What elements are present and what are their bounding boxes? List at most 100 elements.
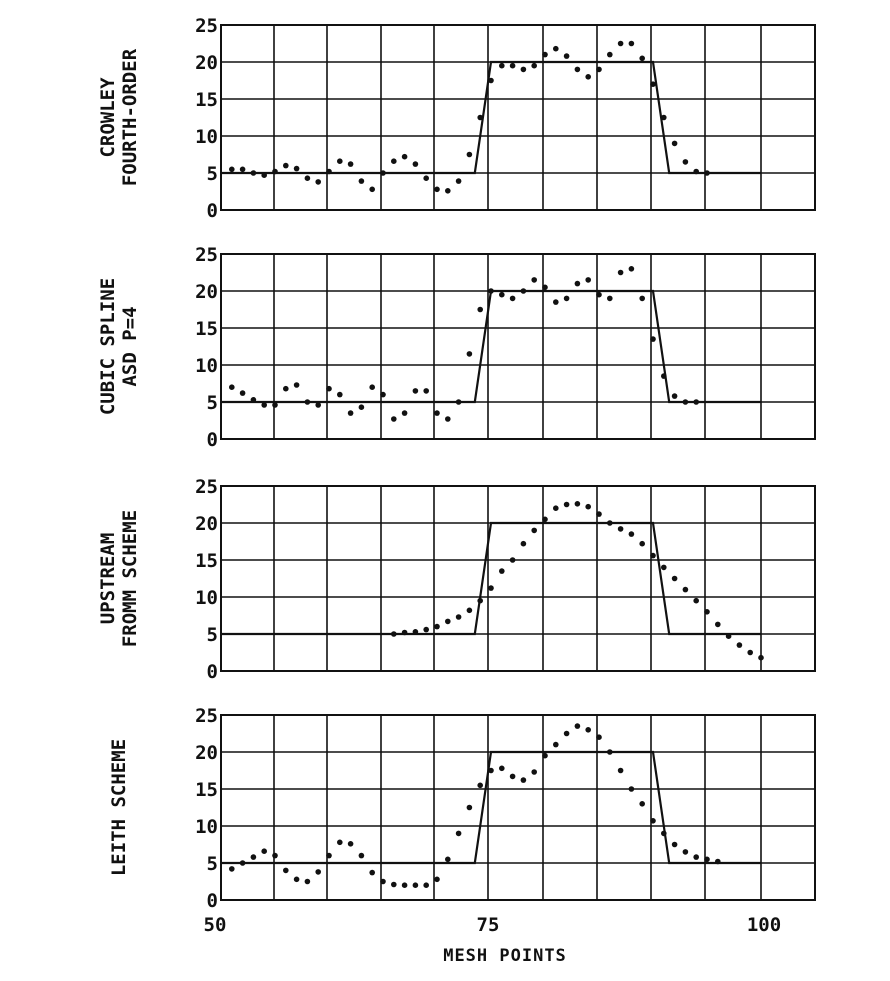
data-point (283, 867, 289, 874)
data-point (531, 277, 537, 283)
data-point (596, 734, 602, 740)
data-point (261, 172, 268, 178)
data-point (542, 516, 548, 523)
data-point (661, 114, 667, 121)
y-tick-label-10: 10 (195, 587, 218, 609)
y-tick-label-0: 0 (207, 200, 218, 222)
data-point (239, 166, 246, 173)
data-point (617, 40, 624, 47)
panel-label-line-1: ASD P=4 (119, 306, 141, 386)
data-point (661, 373, 667, 379)
panel-label: CROWLEYFOURTH-ORDER (97, 48, 141, 186)
data-point (671, 575, 678, 582)
data-point (466, 151, 473, 158)
data-point (283, 385, 289, 392)
data-point (542, 51, 548, 58)
exact-solution-line (221, 521, 761, 636)
panel-label-line-0: UPSTREAM (97, 533, 119, 625)
data-point (574, 723, 581, 729)
data-point (488, 288, 494, 294)
data-point (607, 749, 613, 755)
data-point (704, 609, 710, 615)
data-point (304, 399, 311, 405)
y-tick-label-10: 10 (195, 816, 218, 838)
data-point (531, 527, 537, 534)
y-tick-label-0: 0 (207, 661, 218, 683)
data-point (401, 410, 408, 416)
panel-label-line-0: CROWLEY (97, 77, 119, 158)
x-axis: 50 75 100 MESH POINTS (204, 914, 782, 966)
data-point (553, 45, 559, 52)
data-point (445, 856, 451, 863)
panel-label-line-1: FROMM SCHEME (119, 510, 141, 647)
panel-label: UPSTREAMFROMM SCHEME (97, 510, 141, 647)
data-point (380, 170, 386, 176)
data-point (369, 869, 376, 876)
data-point (531, 62, 537, 69)
data-point (455, 614, 462, 620)
data-point (736, 642, 743, 648)
data-point (412, 629, 419, 635)
data-point (693, 399, 699, 405)
data-point (391, 881, 397, 888)
data-point (628, 786, 635, 792)
data-point (682, 159, 689, 165)
data-point (229, 384, 235, 391)
data-point (704, 856, 710, 863)
y-tick-label-5: 5 (207, 392, 218, 414)
y-tick-label-10: 10 (195, 126, 218, 148)
data-point (391, 631, 397, 637)
data-point (358, 852, 365, 859)
data-point (347, 161, 354, 167)
data-point (661, 564, 667, 571)
data-point (293, 165, 300, 172)
data-point (250, 854, 257, 860)
data-point (477, 597, 484, 604)
data-point (542, 752, 548, 759)
x-tick-label-75: 75 (477, 914, 500, 936)
data-point (412, 388, 419, 394)
data-point (499, 568, 505, 574)
panel-label: CUBIC SPLINEASD P=4 (97, 278, 141, 415)
data-point (607, 295, 613, 302)
y-tick-label-25: 25 (195, 705, 218, 727)
panel-frame (220, 253, 816, 440)
data-point (704, 170, 710, 176)
y-tick-label-25: 25 (195, 476, 218, 498)
data-point (628, 531, 635, 537)
data-point (574, 66, 581, 73)
data-point (423, 388, 430, 394)
y-tick-label-15: 15 (195, 779, 218, 801)
data-point (369, 384, 376, 391)
data-point (758, 654, 764, 661)
data-point (337, 839, 343, 846)
panel-cubic-spline-asd-p-4: 0 5 10 15 20 25 CUBIC SPLINEASD P=4 (97, 244, 816, 451)
data-point (488, 585, 494, 591)
data-point (563, 295, 570, 302)
data-point (369, 186, 376, 193)
y-tick-label-15: 15 (195, 550, 218, 572)
panel-crowley-fourth-order: 0 5 10 15 20 25 CROWLEYFOURTH-ORDER (97, 15, 816, 222)
data-point (412, 882, 419, 888)
data-point (520, 777, 527, 783)
data-point (261, 848, 268, 854)
data-point (693, 168, 699, 175)
data-point (293, 382, 300, 388)
data-point (563, 501, 570, 508)
data-point (434, 876, 440, 883)
data-point (423, 882, 430, 888)
data-point (607, 51, 613, 58)
data-point (488, 767, 494, 774)
data-point (585, 74, 591, 80)
data-point (401, 629, 408, 636)
data-point (682, 849, 689, 855)
data-point (337, 158, 343, 164)
data-point (445, 188, 451, 194)
y-tick-label-5: 5 (207, 853, 218, 875)
data-point (531, 769, 537, 775)
data-point (239, 860, 246, 866)
data-point (315, 179, 322, 185)
data-point (553, 741, 559, 748)
data-point (229, 166, 235, 173)
data-point (682, 399, 689, 405)
